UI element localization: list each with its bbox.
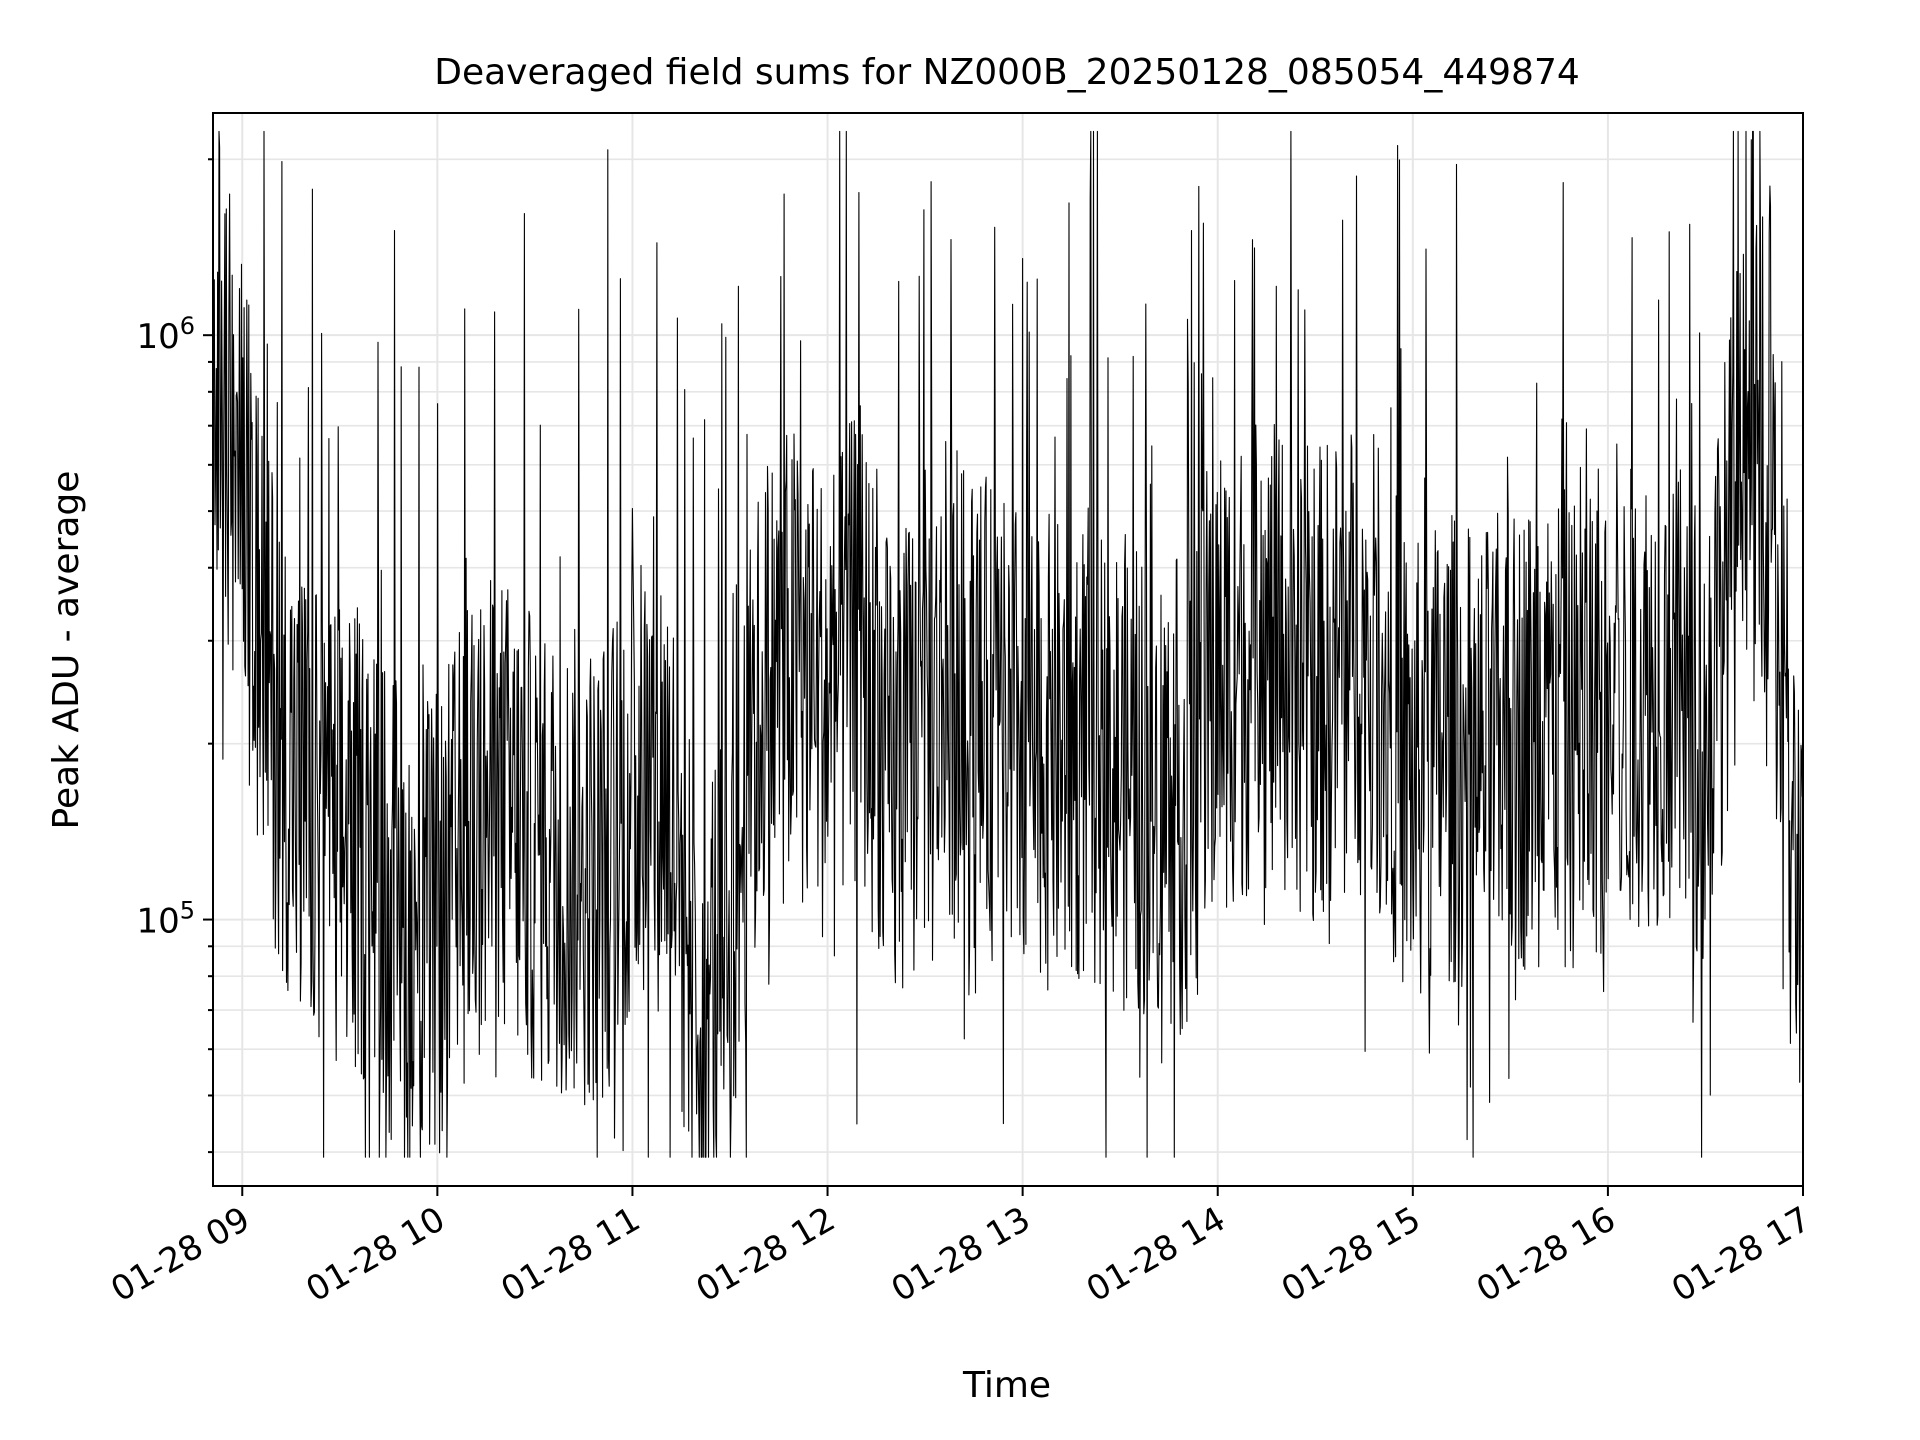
y-tick-label: 105: [136, 897, 195, 942]
x-axis-label: Time: [962, 1365, 1051, 1406]
plot-frame: [212, 112, 1804, 1187]
data-series-line: [212, 130, 1804, 1158]
chart-title: Deaveraged field sums for NZ000B_2025012…: [434, 52, 1580, 93]
y-tick-label: 106: [136, 312, 195, 357]
y-axis-label: Peak ADU - average: [46, 471, 87, 830]
